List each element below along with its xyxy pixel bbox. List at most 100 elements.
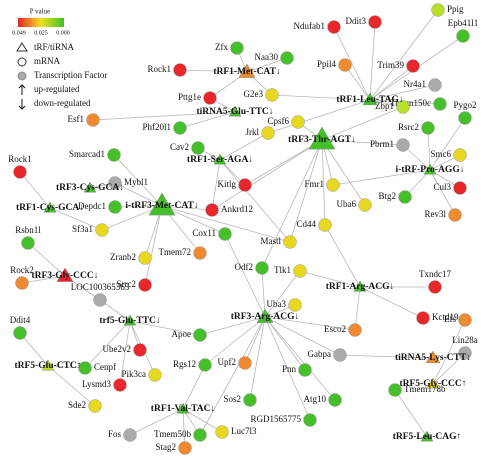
trna-node <box>420 430 434 442</box>
scale-label: 0.025 <box>34 30 48 36</box>
mrna-label: Efs <box>444 314 456 324</box>
tf-node <box>458 346 472 360</box>
mrna-node <box>453 148 467 162</box>
edge <box>199 316 266 336</box>
edge <box>119 320 131 386</box>
legend-title: P value <box>30 8 51 16</box>
mrna-label: Odf2 <box>235 262 254 272</box>
edge <box>344 64 371 101</box>
trna-node <box>353 280 367 292</box>
mrna-node <box>88 399 102 413</box>
mrna-node <box>191 141 205 155</box>
trna-label: tRF3-Gly-CCC↓ <box>31 271 98 281</box>
tf-node <box>93 293 107 307</box>
mrna-node <box>78 361 92 375</box>
mrna-label: Kctd19 <box>432 312 459 322</box>
mrna-node <box>327 20 341 34</box>
mrna-node <box>303 413 317 427</box>
mrna-label: Srrc2 <box>117 279 137 289</box>
edge <box>369 21 376 101</box>
edge <box>264 316 311 421</box>
mrna-label: Depdc1 <box>78 201 106 211</box>
mrna-node <box>448 208 462 222</box>
mrna-node <box>13 326 27 340</box>
trna-label: tiRNA5-Glu-TTC↓ <box>196 107 273 117</box>
mrna-label: Jrkl <box>246 127 260 137</box>
edge <box>182 364 206 410</box>
edges <box>19 9 466 449</box>
edge <box>264 316 306 371</box>
mrna-node <box>291 115 305 129</box>
edge <box>211 159 221 211</box>
tf-node <box>333 348 347 362</box>
mrna-label: Pygo2 <box>453 100 476 110</box>
mrna-node <box>261 126 275 140</box>
mrna-label: Smarcad1 <box>69 149 105 159</box>
mrna-node <box>348 323 362 337</box>
edge <box>321 139 404 146</box>
mrna-node <box>95 223 109 237</box>
mrna-node <box>338 58 352 72</box>
edge <box>359 286 424 319</box>
trna-node <box>123 314 137 326</box>
mrna-node <box>107 148 121 162</box>
mrna-label: Ankrd12 <box>221 204 253 214</box>
legend-item: tRF/tiRNA <box>34 42 75 52</box>
mrna-label: G2e3 <box>244 89 264 99</box>
mrna-label: Kitlg <box>217 179 236 189</box>
legend-tf <box>17 71 27 81</box>
mrna-label: Pik3ca <box>122 369 147 379</box>
trna-node <box>426 377 440 389</box>
mrna-label: Rsrc2 <box>398 122 419 132</box>
mrna-label: Pnn <box>282 364 297 374</box>
trna-label: tRF1-Met-CAT↓ <box>213 67 280 77</box>
edge <box>204 316 266 366</box>
edge <box>429 169 456 216</box>
mrna-label: Zbp1 <box>375 101 394 111</box>
edge <box>129 320 201 336</box>
mrna-label: Tlk1 <box>274 265 291 275</box>
mrna-label: Cox11 <box>192 228 216 238</box>
mrna-label: Upf2 <box>218 357 237 367</box>
edge <box>21 275 66 284</box>
mrna-node <box>421 121 435 135</box>
trna-label: tRF1-Ser-AGA↓ <box>187 155 253 165</box>
mrna-node <box>238 356 252 370</box>
mrna-node <box>288 298 302 312</box>
mrna-node <box>358 198 372 212</box>
trna-label: tRF1-Arg-ACG↓ <box>326 282 395 292</box>
mrna-label: Epb41l1 <box>448 18 479 28</box>
mrna-label: Tmem150c <box>390 98 431 108</box>
mrna-label: Apoe <box>172 329 192 339</box>
mrna-label: Sf3a1 <box>72 224 93 234</box>
mrna-node <box>178 441 192 455</box>
mrna-label: Pttg1e <box>178 92 201 102</box>
edge <box>182 408 223 433</box>
mrna-node <box>458 111 472 125</box>
mrna-node <box>203 91 217 105</box>
edge <box>47 365 96 407</box>
edge <box>144 205 163 286</box>
trna-node <box>228 105 242 117</box>
mrna-node <box>293 264 307 278</box>
mrna-label: Phf20l1 <box>142 122 171 132</box>
edge <box>244 316 266 364</box>
mrna-node <box>238 178 252 192</box>
mrna-node <box>326 178 340 192</box>
trna-node <box>83 181 97 193</box>
trna-node <box>425 350 441 364</box>
mrna-label: Rock2 <box>10 265 34 275</box>
mrna-node <box>328 393 342 407</box>
edge <box>27 242 66 277</box>
trna-node <box>308 126 336 150</box>
legend-up-arrow <box>18 84 26 95</box>
color-scale <box>18 18 64 27</box>
scale-label: 0.049 <box>12 30 26 36</box>
mrna-label: Cul3 <box>433 182 451 192</box>
edge <box>321 139 326 226</box>
edge <box>211 139 323 211</box>
trna-label: tRF5-Glu-CTC↑ <box>14 361 81 371</box>
mrna-label: Rock1 <box>148 64 172 74</box>
edge <box>19 332 49 367</box>
